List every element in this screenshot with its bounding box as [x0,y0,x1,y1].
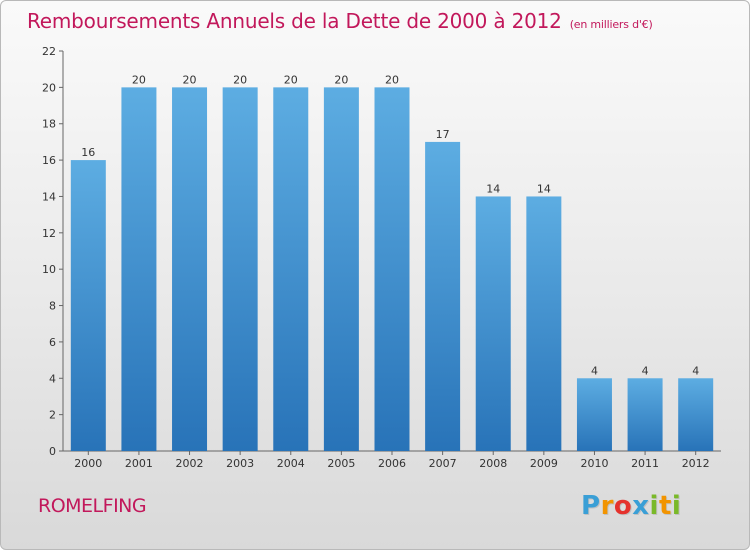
data-label: 20 [334,73,348,86]
chart-axes: 0 2 4 6 8 10 12 14 16 18 20 22 2000 2001 2002 2003 2004 2… [42,45,721,470]
bar [678,378,714,451]
x-tick-label: 2007 [429,457,457,470]
chart-subtitle: (en milliers d'€) [569,18,653,31]
bar [172,87,208,451]
data-label: 4 [642,364,649,377]
chart-value-labels: 16 20 20 20 20 20 20 17 14 14 4 4 4 [81,73,699,377]
y-tick-label: 12 [42,227,56,240]
data-label: 14 [486,182,500,195]
bar [121,87,157,451]
bar [425,141,461,451]
x-tick-label: 2002 [176,457,204,470]
data-label: 20 [385,73,399,86]
data-label: 20 [132,73,146,86]
logo-letter: t [658,491,672,521]
x-tick-label: 2003 [226,457,254,470]
bar [374,87,410,451]
bar [475,196,511,451]
logo-letter: i [671,491,682,521]
logo-letter: r [600,491,614,521]
y-tick-label: 8 [49,300,56,313]
proxiti-logo[interactable]: Proxiti [581,491,681,521]
chart-title-text: Remboursements Annuels de la Dette de 20… [27,9,562,33]
x-tick-label: 2004 [277,457,305,470]
bar [222,87,258,451]
y-tick-label: 18 [42,118,56,131]
data-label: 20 [233,73,247,86]
logo-letter: o [613,491,633,521]
bar [576,378,612,451]
y-tick-label: 6 [49,336,56,349]
bar [526,196,562,451]
x-tick-label: 2011 [631,457,659,470]
bar [323,87,359,451]
logo-letter: P [581,491,601,521]
y-tick-label: 16 [42,154,56,167]
data-label: 20 [183,73,197,86]
x-tick-label: 2009 [530,457,558,470]
y-tick-label: 0 [49,445,56,458]
y-tick-label: 14 [42,190,56,203]
x-tick-label: 2012 [682,457,710,470]
bar [273,87,309,451]
chart-title: Remboursements Annuels de la Dette de 20… [27,9,653,33]
chart-bars [70,87,714,451]
bar [627,378,663,451]
data-label: 16 [81,146,95,159]
data-label: 17 [436,128,450,141]
bar [70,160,106,451]
data-label: 4 [591,364,598,377]
x-tick-label: 2001 [125,457,153,470]
x-tick-label: 2006 [378,457,406,470]
y-tick-label: 20 [42,81,56,94]
y-tick-label: 2 [49,409,56,422]
x-tick-label: 2008 [479,457,507,470]
data-label: 14 [537,182,551,195]
data-label: 20 [284,73,298,86]
x-tick-label: 2000 [74,457,102,470]
logo-letter: i [649,491,659,521]
city-name: ROMELFING [38,495,147,517]
x-tick-label: 2005 [327,457,355,470]
logo-letter: x [632,491,650,521]
y-tick-label: 4 [49,372,56,385]
data-label: 4 [692,364,699,377]
y-tick-label: 10 [42,263,56,276]
x-tick-label: 2010 [580,457,608,470]
y-tick-label: 22 [42,45,56,58]
